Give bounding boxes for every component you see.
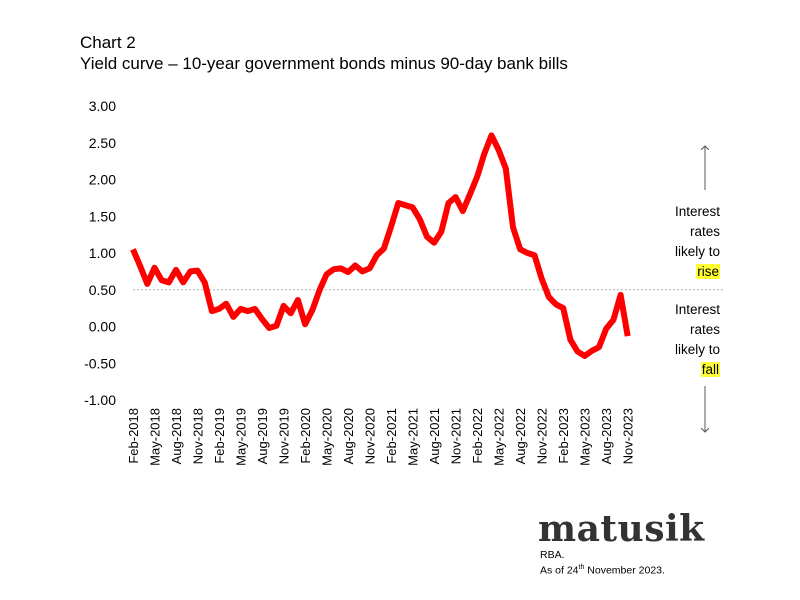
- as-of-note: As of 24th November 2023.: [540, 561, 665, 578]
- y-tick-label: 0.50: [89, 282, 116, 298]
- x-tick-label: Feb-2023: [556, 408, 571, 464]
- annotation-rise-line-3: likely to: [674, 244, 720, 259]
- x-tick-label: Nov-2023: [621, 408, 636, 464]
- x-tick-label: Nov-2020: [363, 408, 378, 464]
- y-tick-label: 2.50: [89, 135, 116, 151]
- y-tick-label: 1.00: [89, 245, 116, 261]
- annotation-fall: Interest rates likely to fall: [610, 300, 720, 380]
- x-tick-label: Aug-2022: [513, 408, 528, 464]
- x-tick-label: May-2018: [148, 408, 163, 466]
- annotation-rise-line-1: Interest: [674, 204, 720, 219]
- x-tick-label: May-2023: [578, 408, 593, 466]
- y-tick-label: -0.50: [84, 355, 116, 371]
- annotation-rise-line-2: rates: [689, 224, 720, 239]
- x-tick-label: Feb-2022: [470, 408, 485, 464]
- y-tick-label: 0.00: [89, 319, 116, 335]
- as-of-prefix: As of 24: [540, 564, 579, 577]
- series-line: [130, 132, 631, 359]
- source-note: RBA.: [540, 549, 565, 561]
- chart-title: Chart 2: [80, 33, 136, 52]
- annotation-rise-highlight: rise: [696, 264, 720, 279]
- x-tick-label: Feb-2020: [298, 408, 313, 464]
- x-tick-label: Nov-2019: [277, 408, 292, 464]
- annotation-fall-line-1: Interest: [674, 302, 720, 317]
- x-tick-label: Nov-2022: [535, 408, 550, 464]
- x-tick-label: Aug-2021: [427, 408, 442, 464]
- x-tick-label: Aug-2023: [599, 408, 614, 464]
- x-tick-label: Nov-2021: [449, 408, 464, 464]
- x-tick-label: Aug-2020: [341, 408, 356, 464]
- x-tick-label: Feb-2018: [126, 408, 141, 464]
- x-tick-label: Nov-2018: [191, 408, 206, 464]
- as-of-suffix: November 2023.: [584, 564, 665, 577]
- annotation-fall-highlight: fall: [700, 362, 720, 377]
- y-axis: 3.00 2.50 2.00 1.50 1.00 0.50 0.00 -0.50 -1.00: [84, 98, 116, 408]
- y-tick-label: -1.00: [84, 392, 116, 408]
- y-tick-label: 1.50: [89, 208, 116, 224]
- chart-subtitle: Yield curve – 10-year government bonds m…: [80, 54, 568, 73]
- series-layer: [130, 132, 631, 359]
- y-tick-label: 2.00: [89, 172, 116, 188]
- brand-logo: matusik: [538, 508, 705, 550]
- annotation-rise: Interest rates likely to rise: [610, 202, 720, 282]
- x-tick-label: Feb-2021: [384, 408, 399, 464]
- x-tick-label: May-2020: [320, 408, 335, 466]
- annotation-fall-line-3: likely to: [674, 342, 720, 357]
- x-axis: Feb-2018 May-2018 Aug-2018 Nov-2018 Feb-2019…: [126, 408, 636, 466]
- annotation-fall-line-2: rates: [689, 322, 720, 337]
- y-tick-label: 3.00: [89, 98, 116, 114]
- x-tick-label: Feb-2019: [212, 408, 227, 464]
- x-tick-label: May-2021: [406, 408, 421, 466]
- x-tick-label: Aug-2018: [169, 408, 184, 464]
- x-tick-label: May-2019: [234, 408, 249, 466]
- x-tick-label: May-2022: [492, 408, 507, 466]
- x-tick-label: Aug-2019: [255, 408, 270, 464]
- as-of-ordinal: th: [578, 564, 585, 571]
